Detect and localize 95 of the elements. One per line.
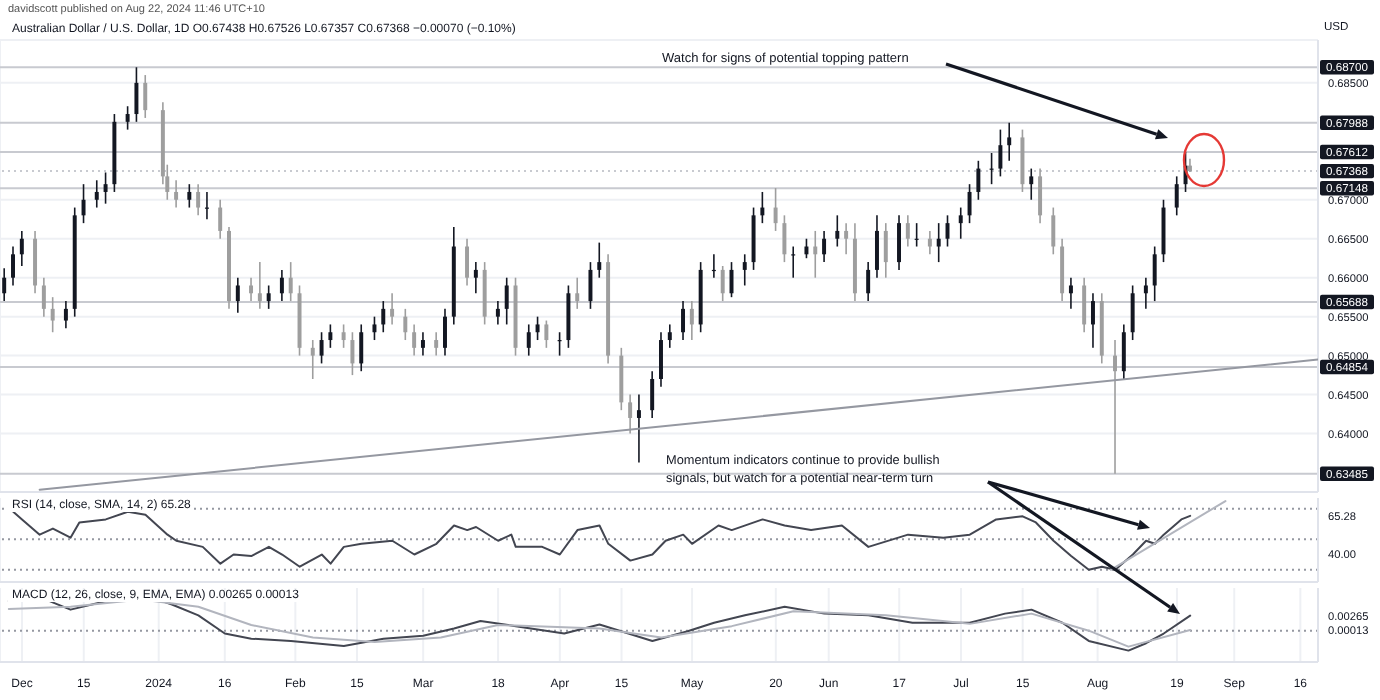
candlestick	[1029, 167, 1034, 201]
candlestick	[544, 319, 549, 349]
candlestick	[2, 267, 7, 302]
candlestick	[667, 323, 672, 349]
candlestick	[782, 214, 787, 263]
candlestick	[659, 331, 663, 388]
candlestick	[874, 214, 879, 279]
candlestick	[1174, 175, 1179, 217]
candlestick	[526, 323, 531, 357]
candlestick	[504, 276, 509, 326]
candlestick	[1082, 276, 1087, 334]
candlestick	[187, 183, 192, 209]
candlestick	[134, 66, 139, 123]
candlestick	[1007, 121, 1012, 162]
candlestick	[1121, 323, 1126, 380]
candlestick	[249, 276, 254, 302]
candlestick	[804, 237, 809, 260]
candlestick	[628, 393, 633, 435]
candlestick	[143, 74, 148, 119]
line-series	[12, 510, 1192, 571]
candlestick	[103, 171, 108, 205]
candlestick	[883, 222, 888, 279]
candlestick	[813, 230, 818, 279]
candlestick	[575, 276, 580, 310]
candlestick	[689, 300, 694, 341]
candlestick	[720, 265, 725, 302]
candlestick	[976, 159, 981, 201]
candlestick	[588, 261, 593, 310]
candlestick	[288, 261, 293, 302]
candlestick	[773, 187, 778, 232]
candlestick	[350, 331, 355, 376]
candlestick	[535, 315, 540, 341]
candlestick	[196, 183, 201, 217]
candlestick	[412, 323, 417, 357]
candlestick	[1130, 284, 1135, 341]
candlestick	[257, 261, 262, 310]
candlestick	[905, 214, 910, 248]
candlestick	[63, 300, 68, 330]
candlestick	[94, 179, 99, 209]
candlestick	[967, 183, 972, 224]
candlestick	[822, 230, 827, 263]
candlestick	[33, 230, 38, 295]
candlestick	[1152, 245, 1157, 302]
candlestick	[681, 300, 686, 341]
candlestick	[636, 393, 641, 464]
candlestick	[1143, 276, 1148, 310]
candlestick	[328, 323, 333, 349]
candlestick	[310, 339, 315, 380]
candlestick	[19, 230, 24, 267]
candlestick	[566, 284, 571, 349]
candlestick	[482, 261, 487, 326]
candlestick	[619, 347, 624, 411]
candlestick	[41, 276, 46, 318]
candlestick	[866, 261, 871, 302]
candlestick	[936, 222, 941, 263]
candlestick	[341, 323, 346, 349]
candlestick	[266, 284, 271, 310]
candlestick	[381, 300, 386, 334]
candlestick	[751, 206, 756, 271]
candlestick	[791, 245, 796, 279]
candlestick	[235, 276, 240, 314]
candlestick	[372, 315, 377, 341]
candlestick	[597, 241, 602, 279]
candlestick	[319, 331, 324, 365]
candlestick	[403, 308, 408, 341]
candlestick	[927, 230, 932, 256]
candlestick	[1068, 276, 1073, 310]
candlestick	[958, 206, 963, 240]
candlestick	[125, 105, 130, 131]
candlestick	[174, 179, 179, 209]
candlestick	[443, 308, 447, 357]
candlestick	[218, 198, 223, 240]
candlestick	[495, 300, 500, 326]
candlestick	[11, 245, 15, 287]
candlestick	[1051, 206, 1056, 256]
candlestick	[844, 222, 849, 256]
candlestick	[897, 214, 901, 271]
candlestick	[434, 331, 439, 357]
candlestick	[835, 214, 840, 248]
candlestick	[760, 191, 765, 224]
candlestick	[50, 296, 55, 334]
candlestick	[1060, 237, 1065, 302]
candlestick	[420, 331, 425, 357]
candlestick	[81, 183, 86, 224]
candlestick	[1020, 128, 1025, 193]
candlestick	[1090, 292, 1095, 349]
candlestick	[650, 370, 655, 419]
candlestick	[390, 292, 395, 326]
candlestick	[473, 261, 478, 295]
candlestick	[742, 253, 747, 287]
candlestick	[998, 128, 1003, 178]
candlestick	[465, 237, 470, 287]
candlestick	[279, 269, 284, 302]
candlestick	[1038, 167, 1043, 224]
candlestick	[359, 323, 364, 373]
